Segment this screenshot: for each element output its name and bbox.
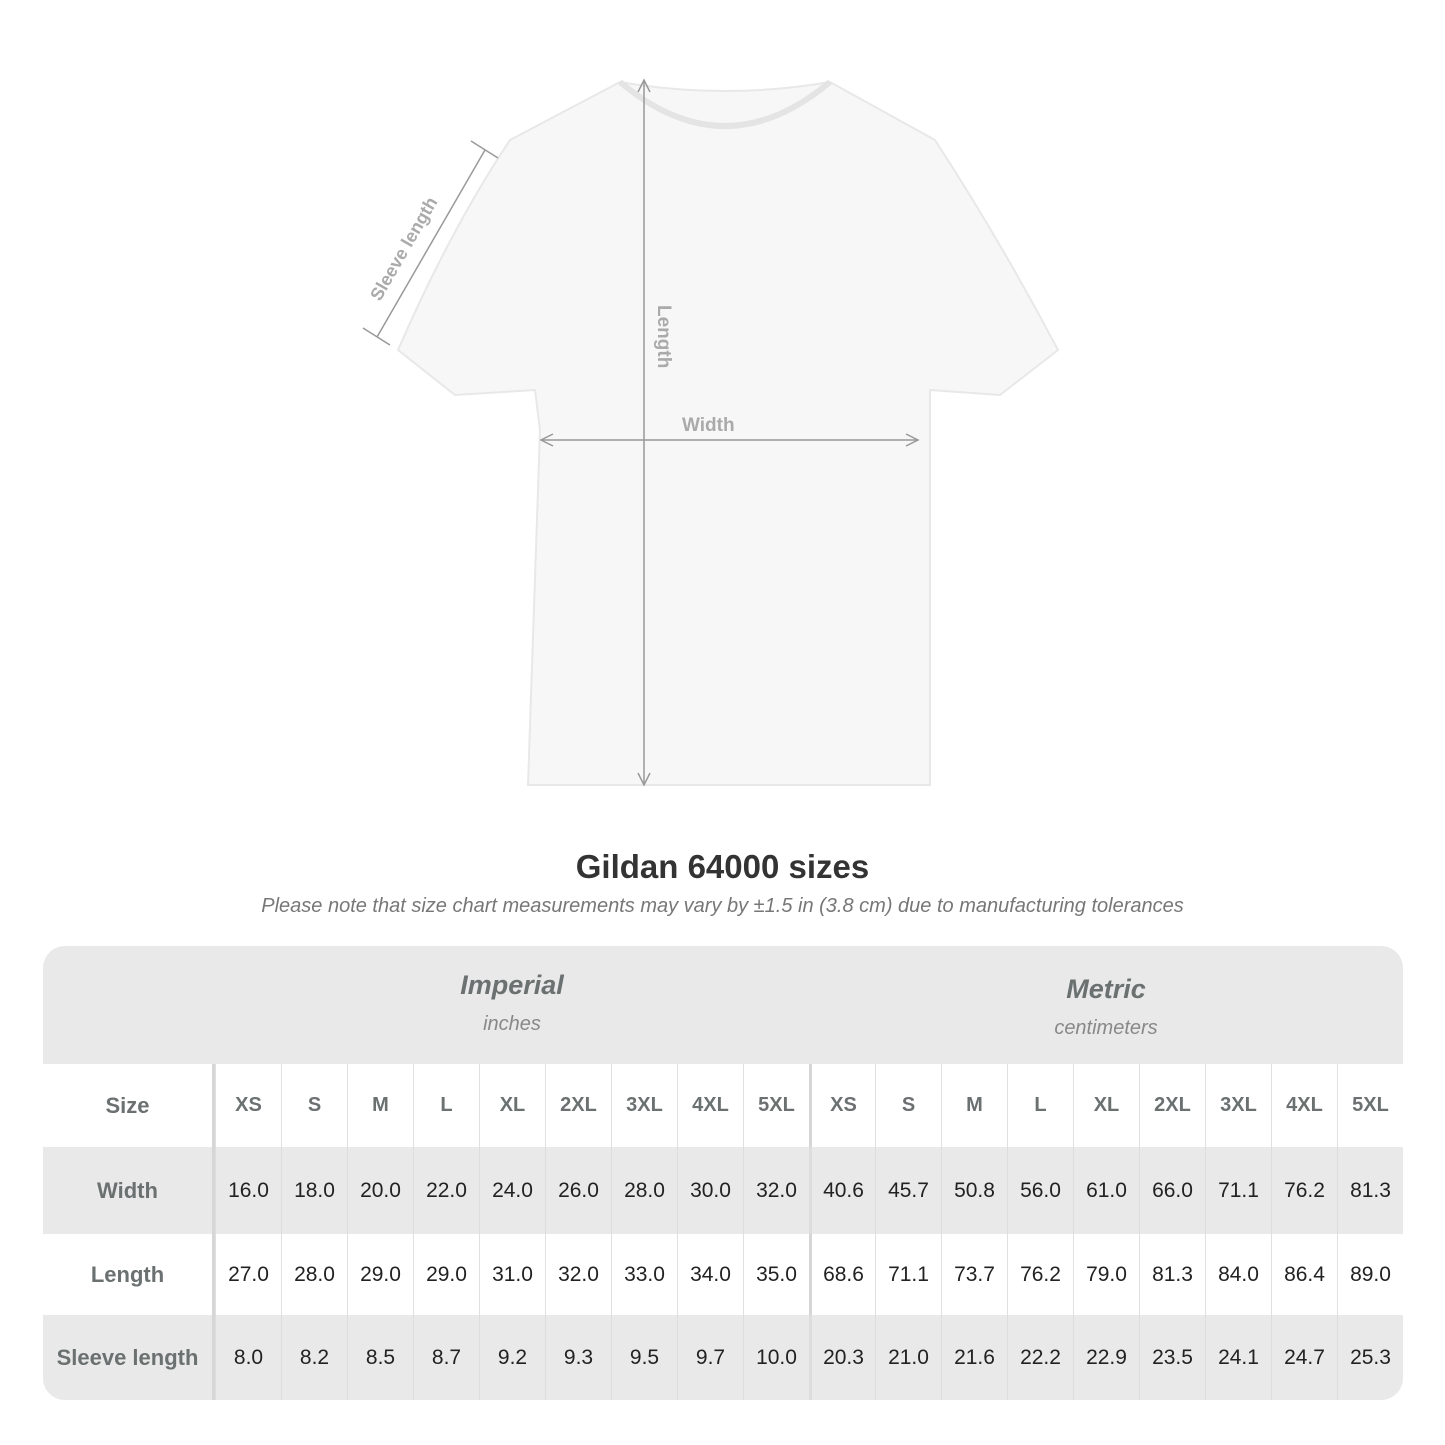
row-label: Width: [43, 1147, 215, 1234]
tolerance-note: Please note that size chart measurements…: [261, 895, 1184, 917]
tshirt-collar: [618, 79, 832, 129]
table-row: Width 16.0 18.0 20.0 22.0 24.0 26.0 28.0 30.0 32.…: [43, 1147, 1403, 1234]
metric-value: 25.3: [1337, 1315, 1403, 1400]
metric-value: 24.1: [1205, 1315, 1271, 1400]
metric-value: 81.3: [1337, 1147, 1403, 1234]
metric-value: 66.0: [1139, 1147, 1205, 1234]
imperial-value: 8.7: [413, 1315, 479, 1400]
metric-header: Metric centimeters: [809, 974, 1403, 1092]
metric-value: 22.2: [1007, 1315, 1073, 1400]
imperial-value: 8.2: [281, 1315, 347, 1400]
metric-value: 76.2: [1271, 1147, 1337, 1234]
metric-value: 56.0: [1007, 1147, 1073, 1234]
imperial-value: 24.0: [479, 1147, 545, 1234]
table-row: Sleeve length 8.0 8.2 8.5 8.7 9.2 9.3 9.5 9.7 10.…: [43, 1315, 1403, 1400]
metric-value: 84.0: [1205, 1234, 1271, 1315]
imperial-value: 9.3: [545, 1315, 611, 1400]
imperial-value: 34.0: [677, 1234, 743, 1315]
width-label: Width: [682, 415, 735, 436]
metric-size-5XL: 5XL: [1337, 1064, 1403, 1147]
imperial-size-XS: XS: [215, 1064, 281, 1147]
imperial-size-M: M: [347, 1064, 413, 1147]
imperial-value: 33.0: [611, 1234, 677, 1315]
imperial-size-XL: XL: [479, 1064, 545, 1147]
imperial-value: 9.2: [479, 1315, 545, 1400]
length-label: Length: [653, 305, 674, 368]
imperial-value: 32.0: [545, 1234, 611, 1315]
metric-size-4XL: 4XL: [1271, 1064, 1337, 1147]
imperial-value: 8.5: [347, 1315, 413, 1400]
size-grid: Size XS S M L XL 2XL 3XL 4XL 5XL XS S M L XL 2XL 3XL 4XL 5…: [43, 1064, 1403, 1400]
metric-value: 22.9: [1073, 1315, 1139, 1400]
table-row: Length 27.0 28.0 29.0 29.0 31.0 32.0 33.0 34.0 35…: [43, 1234, 1403, 1315]
imperial-size-S: S: [281, 1064, 347, 1147]
imperial-value: 35.0: [743, 1234, 809, 1315]
imperial-value: 27.0: [215, 1234, 281, 1315]
imperial-value: 32.0: [743, 1147, 809, 1234]
imperial-header: Imperial inches: [215, 970, 809, 1088]
metric-size-S: S: [875, 1064, 941, 1147]
tshirt-shape: [396, 80, 1060, 786]
imperial-value: 30.0: [677, 1147, 743, 1234]
imperial-size-5XL: 5XL: [743, 1064, 809, 1147]
metric-value: 24.7: [1271, 1315, 1337, 1400]
imperial-value: 28.0: [281, 1234, 347, 1315]
metric-size-M: M: [941, 1064, 1007, 1147]
sleeve-arrow: [376, 149, 486, 338]
metric-value: 71.1: [1205, 1147, 1271, 1234]
metric-value: 71.1: [875, 1234, 941, 1315]
metric-value: 21.6: [941, 1315, 1007, 1400]
metric-value: 61.0: [1073, 1147, 1139, 1234]
metric-value: 89.0: [1337, 1234, 1403, 1315]
imperial-value: 8.0: [215, 1315, 281, 1400]
imperial-value: 9.7: [677, 1315, 743, 1400]
metric-size-XL: XL: [1073, 1064, 1139, 1147]
imperial-size-L: L: [413, 1064, 479, 1147]
metric-size-XS: XS: [809, 1064, 875, 1147]
row-label: Sleeve length: [43, 1315, 215, 1400]
metric-value: 81.3: [1139, 1234, 1205, 1315]
metric-value: 21.0: [875, 1315, 941, 1400]
imperial-value: 31.0: [479, 1234, 545, 1315]
imperial-size-4XL: 4XL: [677, 1064, 743, 1147]
imperial-value: 10.0: [743, 1315, 809, 1400]
imperial-size-3XL: 3XL: [611, 1064, 677, 1147]
metric-size-2XL: 2XL: [1139, 1064, 1205, 1147]
imperial-value: 29.0: [347, 1234, 413, 1315]
metric-size-L: L: [1007, 1064, 1073, 1147]
metric-size-3XL: 3XL: [1205, 1064, 1271, 1147]
metric-value: 76.2: [1007, 1234, 1073, 1315]
imperial-value: 16.0: [215, 1147, 281, 1234]
imperial-value: 28.0: [611, 1147, 677, 1234]
imperial-value: 18.0: [281, 1147, 347, 1234]
metric-value: 79.0: [1073, 1234, 1139, 1315]
metric-value: 23.5: [1139, 1315, 1205, 1400]
metric-value: 40.6: [809, 1147, 875, 1234]
imperial-value: 9.5: [611, 1315, 677, 1400]
imperial-unit: inches: [483, 1013, 541, 1035]
metric-value: 20.3: [809, 1315, 875, 1400]
metric-value: 86.4: [1271, 1234, 1337, 1315]
imperial-value: 26.0: [545, 1147, 611, 1234]
page-title: Gildan 64000 sizes: [575, 848, 870, 885]
imperial-value: 29.0: [413, 1234, 479, 1315]
metric-unit: centimeters: [1054, 1017, 1158, 1039]
metric-title: Metric: [1066, 974, 1146, 1004]
imperial-value: 20.0: [347, 1147, 413, 1234]
imperial-value: 22.0: [413, 1147, 479, 1234]
metric-value: 45.7: [875, 1147, 941, 1234]
size-table: Imperial inches Metric centimeters Size X…: [43, 946, 1403, 1400]
metric-value: 73.7: [941, 1234, 1007, 1315]
metric-value: 68.6: [809, 1234, 875, 1315]
imperial-title: Imperial: [460, 970, 564, 1000]
row-label: Length: [43, 1234, 215, 1315]
table-header-row: Size XS S M L XL 2XL 3XL 4XL 5XL XS S M L XL 2XL 3XL 4XL 5…: [43, 1064, 1403, 1147]
size-label: Size: [43, 1064, 215, 1147]
metric-value: 50.8: [941, 1147, 1007, 1234]
tshirt-diagram: Sleeve length Length Width: [362, 78, 1060, 787]
imperial-size-2XL: 2XL: [545, 1064, 611, 1147]
